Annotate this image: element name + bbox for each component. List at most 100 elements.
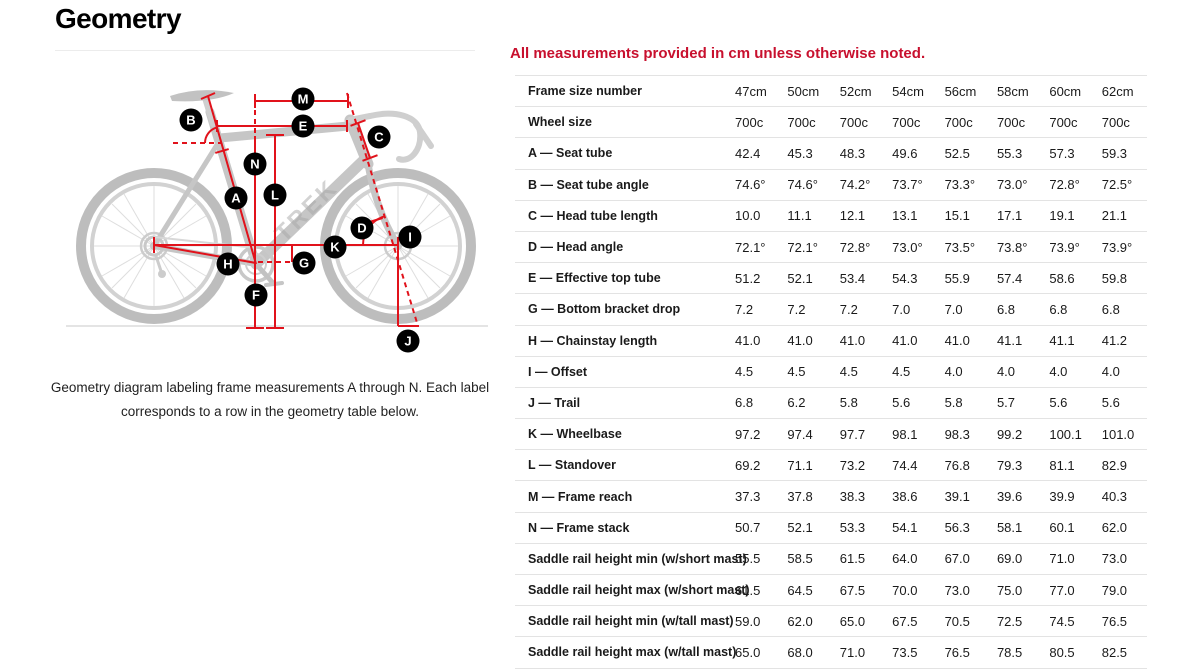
table-row: D — Head angle 72.1° 72.1° 72.8° 73.0° 73.5° 7…: [515, 232, 1147, 264]
row-value: 97.4: [787, 426, 813, 442]
row-value: 58cm: [996, 83, 1029, 99]
row-label: G — Bottom bracket drop: [528, 302, 681, 317]
row-value: 42.4: [735, 145, 761, 161]
row-value: 38.6: [892, 489, 918, 505]
row-value: 41.0: [839, 333, 866, 349]
title-divider: [55, 50, 475, 51]
svg-text:E: E: [299, 119, 308, 134]
row-value: 73.0°: [996, 177, 1028, 193]
table-row: Saddle rail height max (w/tall mast) 65.0…: [515, 637, 1147, 669]
row-label: Wheel size: [528, 115, 592, 130]
diagram-label-a: A: [224, 186, 248, 210]
row-value: 98.3: [944, 426, 970, 442]
svg-text:J: J: [404, 334, 411, 349]
row-value: 53.4: [839, 270, 866, 286]
row-value: 13.1: [892, 208, 918, 224]
row-value: 6.8: [1049, 301, 1068, 317]
row-value: 54.1: [892, 520, 918, 536]
table-row: Saddle rail height min (w/tall mast) 59.0…: [515, 606, 1147, 638]
row-label: H — Chainstay length: [528, 333, 658, 348]
row-value: 60cm: [1049, 83, 1082, 99]
row-value: 5.6: [1101, 395, 1120, 411]
row-value: 72.1°: [787, 239, 818, 255]
row-label: D — Head angle: [528, 240, 624, 255]
diagram-label-l: L: [263, 183, 287, 207]
row-value: 700c: [944, 114, 973, 130]
row-value: 68.0: [787, 644, 813, 660]
table-row: E — Effective top tube 51.2 52.1 53.4 54.3 55…: [515, 263, 1147, 295]
row-value: 69.0: [996, 551, 1023, 567]
row-value: 62.0: [787, 613, 813, 629]
table-row: H — Chainstay length 41.0 41.0 41.0 41.0 41.0…: [515, 326, 1147, 357]
row-value: 37.8: [787, 489, 813, 505]
row-value: 4.5: [735, 364, 754, 380]
row-value: 55.9: [944, 270, 970, 286]
row-value: 73.5: [892, 644, 918, 660]
table-row: A — Seat tube 42.4 45.3 48.3 49.6 52.5 55.3 57.…: [515, 138, 1147, 170]
row-value: 7.0: [892, 301, 911, 317]
row-value: 41.0: [787, 333, 813, 349]
row-value: 72.8°: [1049, 177, 1080, 193]
row-value: 4.0: [944, 364, 963, 380]
row-value: 100.1: [1049, 426, 1082, 442]
diagram-label-m: M: [291, 87, 315, 111]
row-value: 79.3: [996, 457, 1023, 473]
row-value: 52.5: [944, 145, 970, 161]
diagram-label-i: I: [398, 225, 422, 249]
row-value: 15.1: [944, 208, 970, 224]
diagram-label-g: G: [292, 251, 316, 275]
row-value: 17.1: [996, 208, 1023, 224]
row-value: 73.7°: [892, 177, 923, 193]
row-value: 4.5: [839, 364, 858, 380]
row-value: 10.0: [735, 208, 761, 224]
svg-text:K: K: [330, 240, 340, 255]
row-value: 73.3°: [944, 177, 976, 193]
table-row: Frame size number 47cm 50cm 52cm 54cm 56cm 58c…: [515, 76, 1147, 108]
svg-text:G: G: [299, 256, 309, 271]
units-note: All measurements provided in cm unless o…: [510, 45, 926, 62]
row-value: 39.9: [1049, 489, 1075, 505]
row-label: Saddle rail height min (w/short mast): [528, 551, 747, 566]
row-value: 700c: [839, 114, 868, 130]
row-value: 50cm: [787, 83, 820, 99]
row-value: 101.0: [1101, 426, 1135, 442]
svg-text:L: L: [271, 188, 279, 203]
row-value: 700c: [735, 114, 764, 130]
row-value: 41.1: [1049, 333, 1075, 349]
row-value: 78.5: [996, 644, 1023, 660]
row-value: 59.8: [1101, 270, 1128, 286]
row-value: 74.2°: [839, 177, 871, 193]
table-row: L — Standover 69.2 71.1 73.2 74.4 76.8 79.3 81.…: [515, 450, 1147, 482]
table-row: C — Head tube length 10.0 11.1 12.1 13.1 15.1…: [515, 201, 1147, 232]
row-value: 64.5: [787, 582, 813, 598]
table-row: N — Frame stack 50.7 52.1 53.3 54.1 56.3 58.1 6…: [515, 513, 1147, 544]
row-value: 700c: [996, 114, 1026, 130]
row-label: C — Head tube length: [528, 208, 658, 223]
row-value: 58.5: [787, 551, 813, 567]
row-label: I — Offset: [528, 364, 588, 379]
row-value: 4.5: [787, 364, 806, 380]
row-value: 76.5: [944, 644, 970, 660]
row-value: 60.1: [1049, 520, 1075, 536]
row-value: 98.1: [892, 426, 918, 442]
row-value: 12.1: [839, 208, 866, 224]
row-value: 62.0: [1101, 520, 1128, 536]
row-label: J — Trail: [528, 395, 581, 410]
row-value: 700c: [892, 114, 921, 130]
row-value: 41.0: [944, 333, 970, 349]
row-value: 72.8°: [839, 239, 871, 255]
row-value: 56cm: [944, 83, 977, 99]
row-value: 73.0: [944, 582, 970, 598]
row-value: 50.7: [735, 520, 761, 536]
diagram-label-e: E: [291, 114, 315, 138]
row-value: 39.1: [944, 489, 970, 505]
svg-text:B: B: [186, 113, 195, 128]
row-value: 73.9°: [1049, 239, 1080, 255]
row-value: 73.2: [839, 457, 866, 473]
table-row: G — Bottom bracket drop 7.2 7.2 7.2 7.0 7.0 6.…: [515, 294, 1147, 326]
row-value: 7.2: [735, 301, 754, 317]
row-value: 73.9°: [1101, 239, 1133, 255]
svg-text:A: A: [231, 191, 241, 206]
svg-text:M: M: [298, 92, 309, 107]
row-value: 72.1°: [735, 239, 766, 255]
